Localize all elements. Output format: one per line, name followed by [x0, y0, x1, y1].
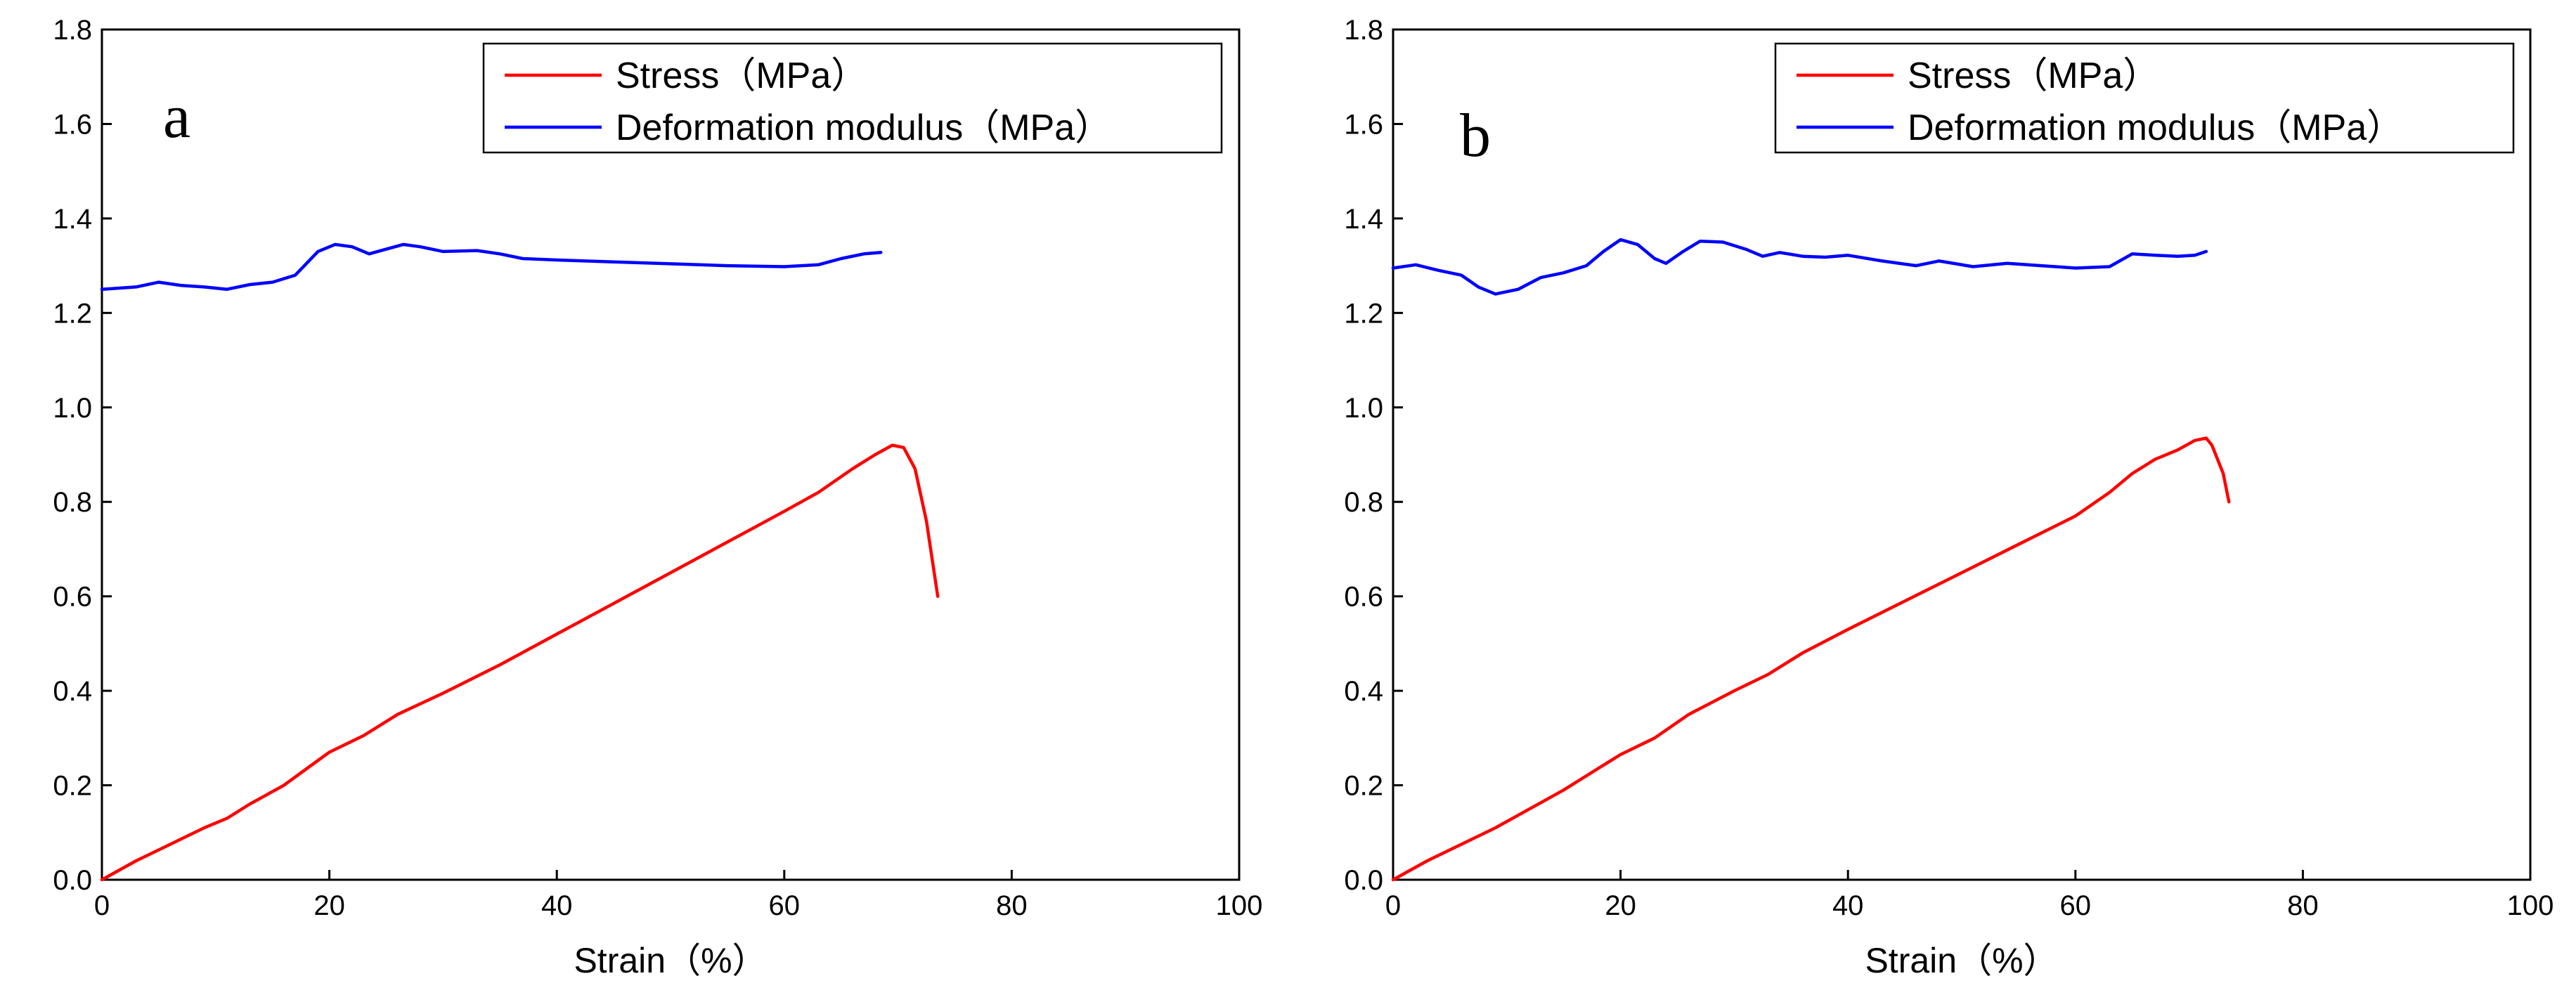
legend-label: Deformation modulus（MPa） [616, 108, 1111, 148]
y-tick-label: 0.4 [53, 676, 92, 707]
legend: Stress（MPa） Deformation modulus（MPa） [482, 42, 1223, 154]
series-line-deformation-modulus [1391, 238, 2208, 296]
plot-frame [101, 28, 1241, 881]
series-line-deformation-modulus [100, 242, 883, 291]
y-tick-label: 1.0 [1344, 393, 1383, 424]
y-tick-label: 1.8 [1344, 15, 1383, 46]
y-tick-label: 1.2 [1344, 298, 1383, 329]
x-tick-label: 60 [769, 890, 801, 921]
y-tick-label: 0.2 [53, 771, 92, 802]
y-tick-label: 0.4 [1344, 676, 1383, 707]
x-tick-label: 0 [1385, 890, 1401, 921]
panel-letter: a [163, 83, 190, 151]
y-tick-label: 1.2 [53, 298, 92, 329]
y-tick-label: 1.6 [53, 109, 92, 140]
chart-panel-a: 0 20 40 60 80 100 0.0 0.2 0.4 0.6 0.8 1.0 1.2 1.4 1.6 1… [53, 15, 1262, 980]
y-tick-label: 0.2 [1344, 771, 1383, 802]
legend-box [482, 42, 1223, 154]
y-tick-label: 0.6 [1344, 582, 1383, 613]
x-tick-label: 0 [94, 890, 110, 921]
legend-label: Deformation modulus（MPa） [1908, 108, 2403, 148]
x-axis-title: Strain（%） [1865, 941, 2058, 980]
x-tick-label: 60 [2060, 890, 2092, 921]
panel-letter: b [1460, 102, 1491, 170]
x-tick-label: 100 [2507, 890, 2554, 921]
legend-label: Stress（MPa） [616, 56, 867, 96]
y-tick-label: 0.8 [53, 487, 92, 518]
y-tick-label: 0.6 [53, 582, 92, 613]
y-tick-label: 1.4 [53, 204, 92, 235]
legend-box [1774, 42, 2515, 154]
y-tick-label: 0.8 [1344, 487, 1383, 518]
x-tick-label: 40 [541, 890, 573, 921]
x-tick-label: 80 [996, 890, 1028, 921]
y-tick-label: 1.8 [53, 15, 92, 46]
plot-frame [1392, 28, 2532, 881]
x-tick-label: 100 [1216, 890, 1263, 921]
y-tick-label: 1.6 [1344, 109, 1383, 140]
chart-panel-b: 0 20 40 60 80 100 0.0 0.2 0.4 0.6 0.8 1.0 1.2 1.4 1.6 1… [1344, 15, 2554, 980]
x-tick-label: 80 [2287, 890, 2319, 921]
y-tick-label: 1.0 [53, 393, 92, 424]
y-tick-label: 1.4 [1344, 204, 1383, 235]
series-line-stress [100, 443, 940, 882]
y-tick-label: 0.0 [53, 865, 92, 896]
x-tick-label: 20 [1605, 890, 1636, 921]
legend: Stress（MPa） Deformation modulus（MPa） [1774, 42, 2515, 154]
x-tick-label: 20 [313, 890, 345, 921]
series-line-stress [1391, 436, 2231, 882]
legend-label: Stress（MPa） [1908, 56, 2159, 96]
y-tick-label: 0.0 [1344, 865, 1383, 896]
x-axis-title: Strain（%） [574, 941, 767, 980]
x-tick-label: 40 [1832, 890, 1864, 921]
